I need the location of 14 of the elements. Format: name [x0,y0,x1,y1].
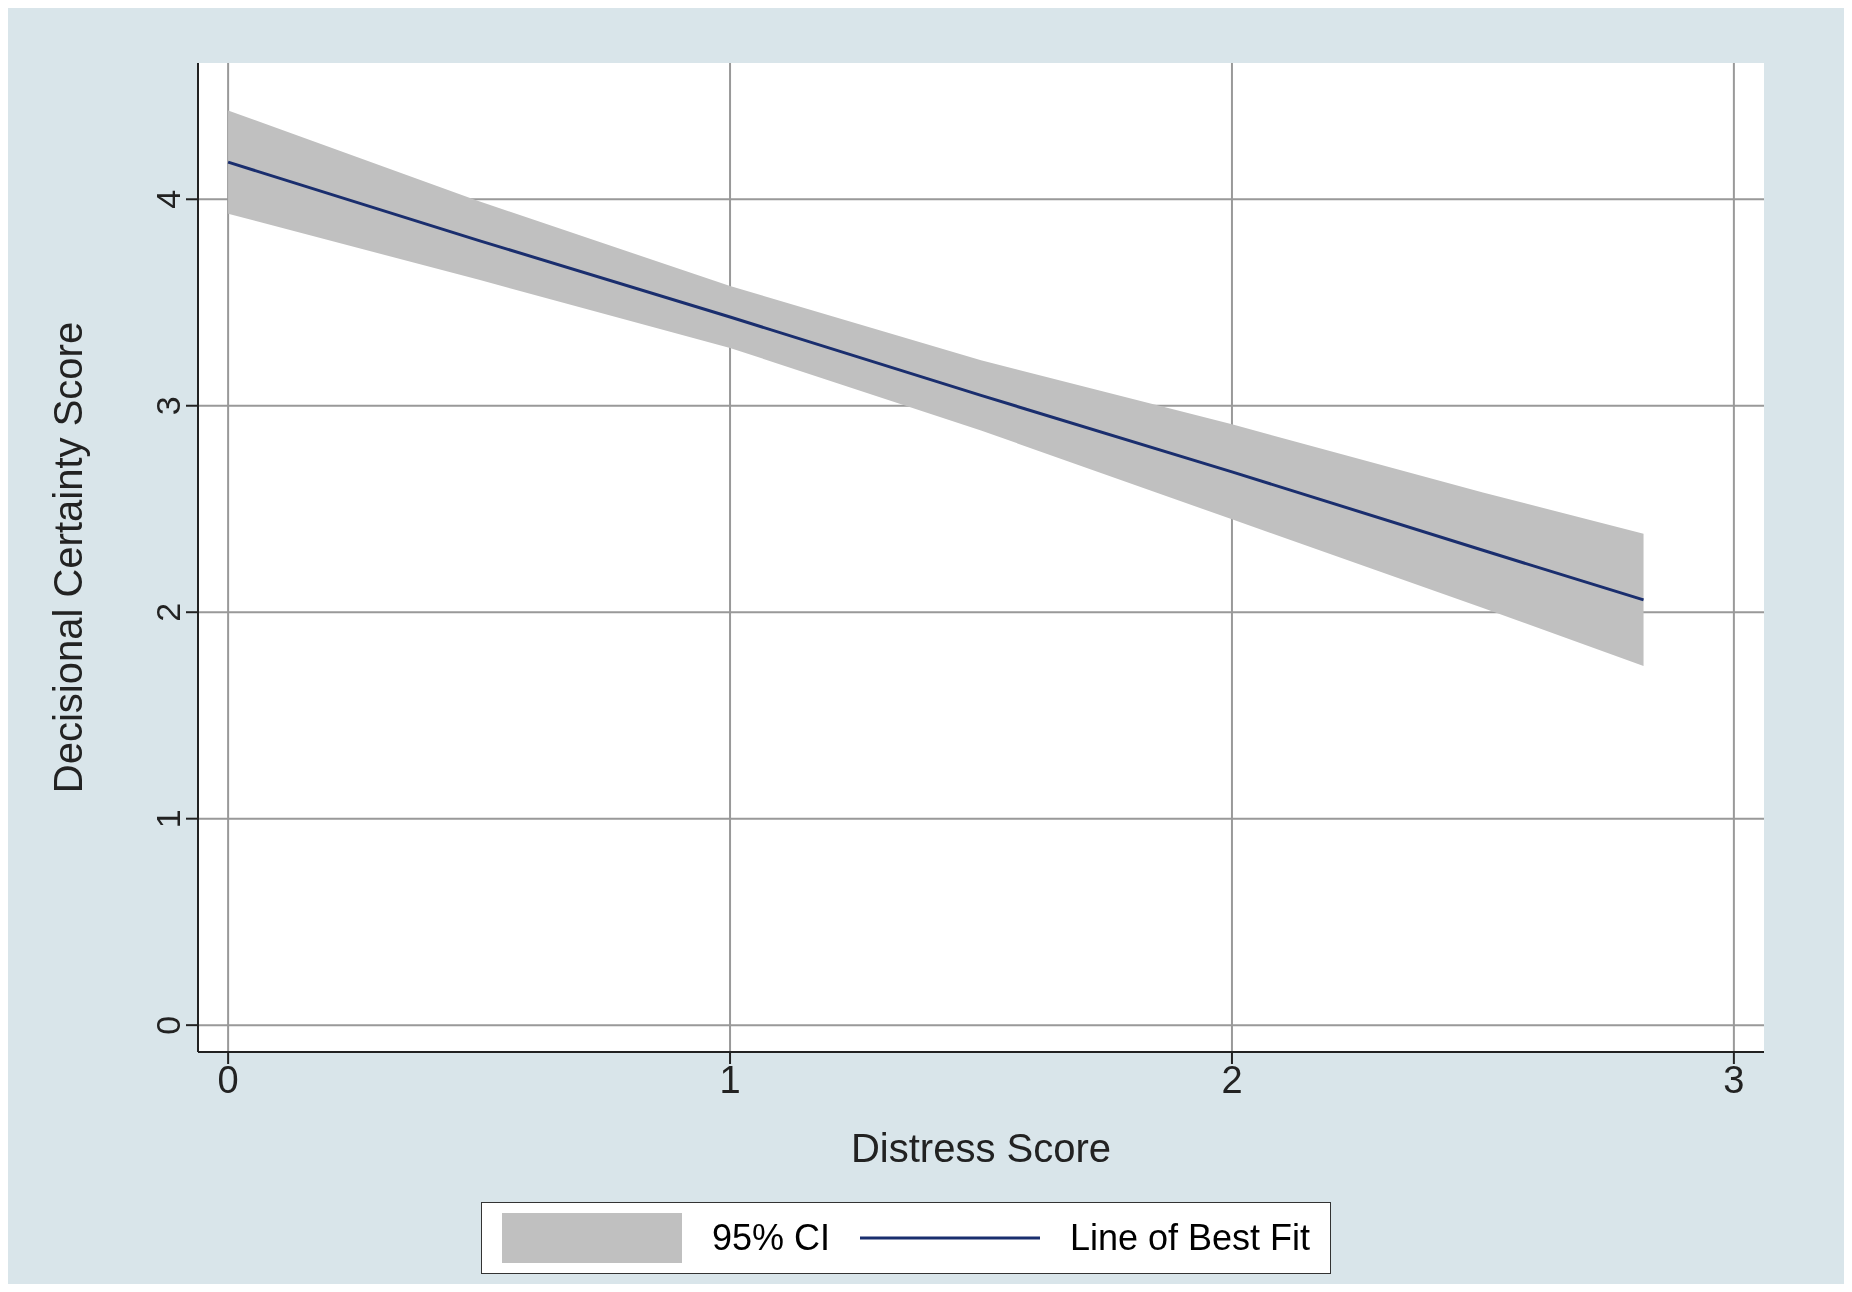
text: 95% CI [711,1217,830,1259]
y-tick-label: 0 [149,1015,187,1035]
y-axis-title: Decisional Certainty Score [46,321,91,794]
legend-label: Line of Best Fit [1069,1217,1311,1259]
x-axis-title: Distress Score [850,1126,1112,1170]
line-series [226,160,1646,602]
y-tick-label: 1 [149,809,187,829]
y-tick-label: 4 [149,189,187,209]
y-tick-label: 3 [149,396,187,416]
y-tick-label: 2 [149,602,187,622]
x-tick-label: 2 [1221,1058,1243,1101]
x-tick-label: 3 [1723,1058,1745,1101]
x-tick-label: 0 [217,1058,239,1101]
x-tick-label: 1 [719,1058,741,1101]
